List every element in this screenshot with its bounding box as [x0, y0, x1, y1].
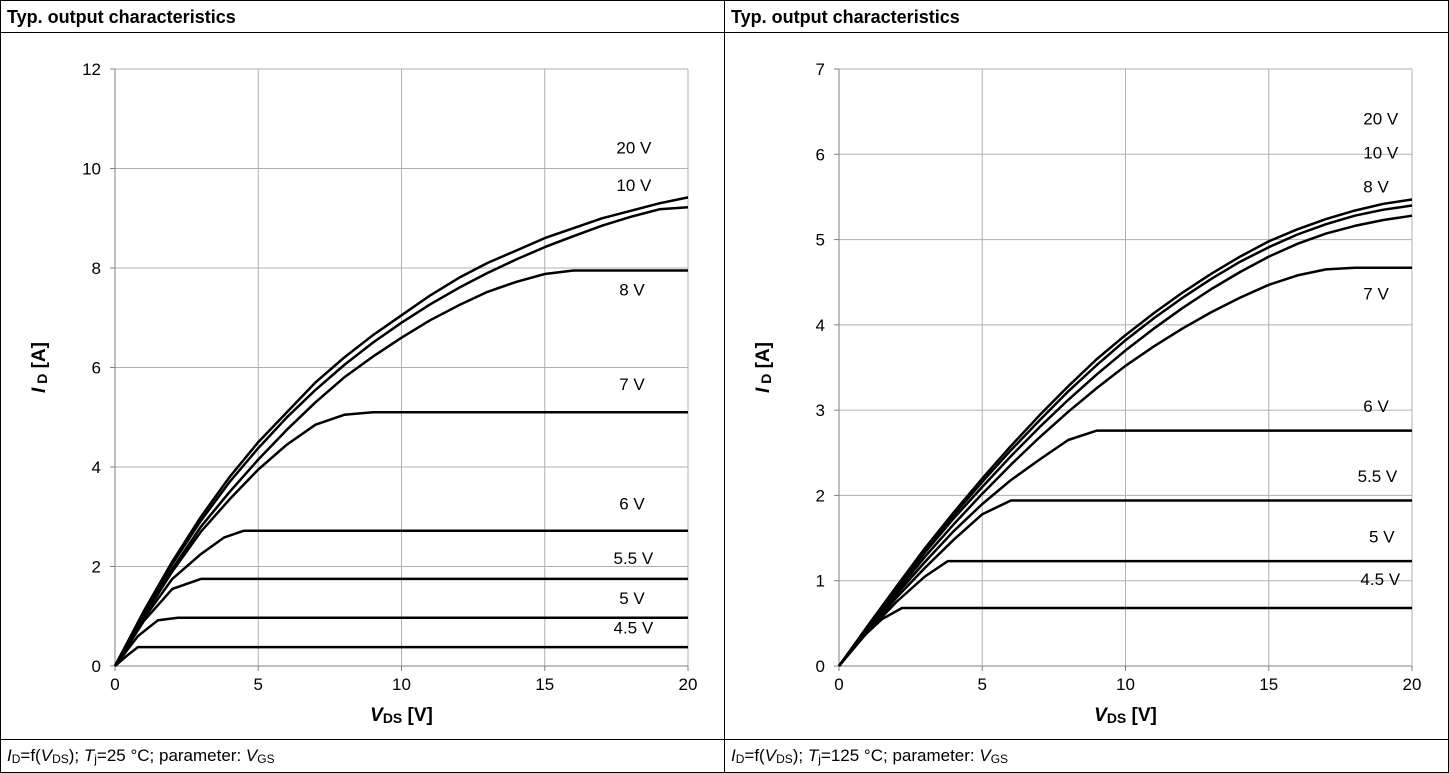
series-line	[838, 499, 1412, 667]
y-tick-label: 10	[82, 160, 101, 179]
x-tick-label: 15	[1259, 675, 1278, 694]
series-label: 5 V	[1369, 527, 1395, 546]
caption-id-var: I	[731, 746, 736, 765]
series-line	[113, 411, 688, 667]
chart-area: 0 5 10 15 20 0 1 2 3 4 5 6 7 VDS [V] I D [A] 20 V 10 V 8 …	[725, 34, 1448, 739]
caption-vgs-var: V	[245, 746, 258, 765]
series-line	[114, 616, 688, 667]
series-line	[113, 196, 689, 667]
caption-vds-sub: DS	[776, 752, 793, 766]
series-line	[113, 269, 688, 667]
series-label: 6 V	[1363, 397, 1389, 416]
series-line	[837, 214, 1413, 667]
series-label: 7 V	[619, 375, 645, 394]
y-tick-label: 2	[816, 486, 825, 505]
y-axis-label: I D [A]	[29, 342, 50, 393]
panel-title: Typ. output characteristics	[725, 1, 1448, 33]
series-line	[113, 206, 689, 667]
series-label: 10 V	[1363, 144, 1399, 163]
series-line	[838, 429, 1412, 667]
caption-text: =25 °C; parameter:	[96, 746, 246, 765]
y-tick-label: 0	[92, 657, 101, 676]
y-tick-label: 7	[816, 60, 825, 79]
caption-vds-sub: DS	[52, 752, 69, 766]
caption-id-sub: D	[735, 752, 745, 766]
caption-tj-var: T	[83, 746, 95, 765]
x-tick-label: 20	[1403, 675, 1422, 694]
series-line	[113, 577, 688, 667]
right-panel: Typ. output characteristics 0 5 10 15 20 0 1 2 3…	[725, 1, 1448, 772]
y-tick-label: 1	[816, 572, 825, 591]
x-tick-label: 5	[978, 675, 987, 694]
caption-vds-var: V	[764, 746, 777, 765]
x-axis-label: VDS [V]	[1094, 705, 1157, 726]
caption-text: );	[792, 746, 808, 765]
caption-text: );	[68, 746, 84, 765]
left-panel: Typ. output characteristics 0 5 10 15 20 0 2 4 6…	[1, 1, 725, 772]
caption-tj-sub: j	[94, 752, 97, 766]
series-label: 10 V	[616, 176, 652, 195]
panel-title: Typ. output characteristics	[1, 1, 724, 33]
series-label: 20 V	[616, 139, 652, 158]
y-tick-label: 3	[816, 401, 825, 420]
series-line	[113, 529, 688, 667]
caption-vds-var: V	[40, 746, 53, 765]
series-label: 5 V	[619, 589, 645, 608]
x-tick-label: 10	[1116, 675, 1135, 694]
panel-caption: ID=f(VDS); Tj=25 °C; parameter: VGS	[1, 739, 724, 772]
y-tick-label: 0	[816, 657, 825, 676]
series-label: 5.5 V	[614, 549, 654, 568]
x-tick-label: 0	[110, 675, 119, 694]
caption-text: =f(	[20, 746, 41, 765]
y-tick-label: 6	[92, 359, 101, 378]
y-tick-label: 4	[92, 458, 101, 477]
series-line	[114, 645, 688, 667]
caption-tj-var: T	[807, 746, 819, 765]
caption-id-var: I	[7, 746, 12, 765]
series-label: 20 V	[1363, 109, 1399, 128]
series-line	[838, 606, 1412, 667]
series-label: 8 V	[619, 280, 645, 299]
series-line	[838, 266, 1412, 667]
series-label: 4.5 V	[614, 619, 654, 638]
y-tick-label: 6	[816, 145, 825, 164]
x-tick-label: 10	[392, 675, 411, 694]
y-tick-label: 4	[816, 316, 825, 335]
y-tick-label: 8	[92, 259, 101, 278]
series-line	[837, 204, 1413, 667]
caption-vgs-var: V	[979, 746, 991, 765]
panel-caption: ID=f(VDS); Tj=125 °C; parameter: VGS	[725, 739, 1448, 772]
x-tick-label: 20	[679, 675, 698, 694]
y-tick-label: 2	[92, 558, 101, 577]
x-tick-label: 15	[535, 675, 554, 694]
caption-vgs-sub: GS	[990, 752, 1009, 766]
x-axis-label: VDS [V]	[370, 705, 433, 726]
caption-text: =f(	[744, 746, 765, 765]
chart-svg: 0 5 10 15 20 0 1 2 3 4 5 6 7 VDS [V] I D [A] 20 V 10 V 8 …	[753, 60, 1422, 726]
series-label: 5.5 V	[1358, 467, 1398, 486]
x-tick-label: 0	[834, 675, 843, 694]
series-label: 4.5 V	[1360, 570, 1400, 589]
y-axis-label: I D [A]	[753, 342, 774, 393]
caption-tj-sub: j	[818, 752, 821, 766]
series-label: 8 V	[1363, 178, 1389, 197]
x-tick-label: 5	[254, 675, 263, 694]
series-label: 7 V	[1363, 284, 1389, 303]
y-tick-label: 5	[816, 231, 825, 250]
caption-vgs-sub: GS	[257, 752, 275, 766]
chart-svg: 0 5 10 15 20 0 2 4 6 8 10 12 VDS [V] I D [A] 20 V 10 V 8…	[29, 60, 698, 726]
chart-area: 0 5 10 15 20 0 2 4 6 8 10 12 VDS [V] I D [A] 20 V 10 V 8…	[1, 34, 724, 739]
caption-text: =125 °C; parameter:	[820, 746, 980, 765]
series-label: 6 V	[619, 494, 645, 513]
caption-id-sub: D	[11, 752, 21, 766]
y-tick-label: 12	[82, 60, 101, 79]
